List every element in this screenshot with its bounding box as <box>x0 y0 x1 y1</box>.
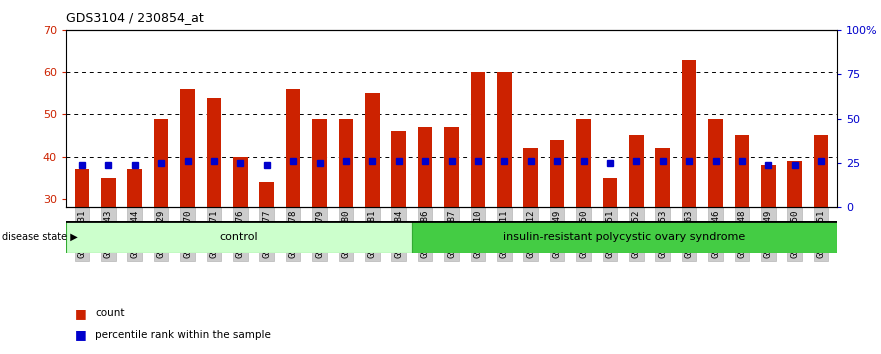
Bar <box>207 97 221 207</box>
Bar <box>418 127 433 207</box>
Bar <box>788 161 802 207</box>
Bar <box>412 221 837 253</box>
Text: percentile rank within the sample: percentile rank within the sample <box>95 330 271 339</box>
Bar <box>66 221 412 253</box>
Bar <box>761 165 775 207</box>
Bar <box>444 127 459 207</box>
Text: ■: ■ <box>75 328 86 341</box>
Bar <box>338 119 353 207</box>
Bar <box>576 119 591 207</box>
Bar <box>629 136 644 207</box>
Bar <box>365 93 380 207</box>
Bar <box>814 136 828 207</box>
Bar <box>233 156 248 207</box>
Bar <box>391 131 406 207</box>
Bar <box>497 72 512 207</box>
Bar <box>128 169 142 207</box>
Bar <box>101 178 115 207</box>
Text: ■: ■ <box>75 307 86 320</box>
Bar <box>655 148 670 207</box>
Bar <box>154 119 168 207</box>
Bar <box>682 59 696 207</box>
Bar <box>708 119 722 207</box>
Text: disease state ▶: disease state ▶ <box>2 232 78 242</box>
Bar <box>735 136 749 207</box>
Bar <box>181 89 195 207</box>
Bar <box>523 148 538 207</box>
Text: control: control <box>219 232 258 242</box>
Bar <box>312 119 327 207</box>
Bar <box>550 140 565 207</box>
Bar <box>470 72 485 207</box>
Text: insulin-resistant polycystic ovary syndrome: insulin-resistant polycystic ovary syndr… <box>503 232 745 242</box>
Bar <box>259 182 274 207</box>
Text: count: count <box>95 308 124 318</box>
Bar <box>285 89 300 207</box>
Bar <box>75 169 89 207</box>
Text: GDS3104 / 230854_at: GDS3104 / 230854_at <box>66 11 204 24</box>
Bar <box>603 178 618 207</box>
